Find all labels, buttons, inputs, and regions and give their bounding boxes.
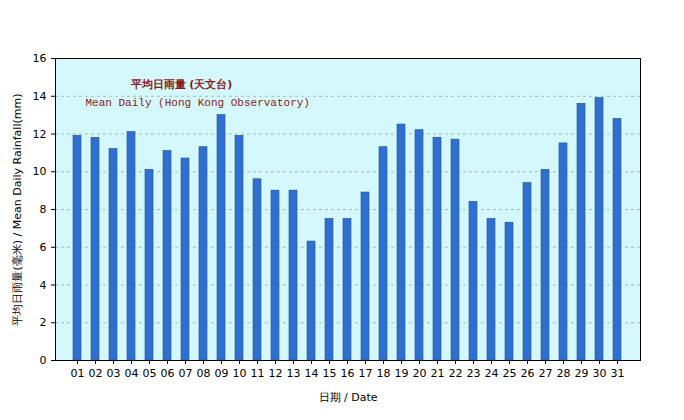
svg-text:01: 01: [71, 367, 85, 380]
svg-text:15: 15: [323, 367, 337, 380]
svg-text:08: 08: [197, 367, 211, 380]
svg-text:4: 4: [40, 279, 47, 292]
svg-text:07: 07: [179, 367, 193, 380]
svg-text:14: 14: [305, 367, 319, 380]
svg-text:29: 29: [575, 367, 589, 380]
svg-text:25: 25: [503, 367, 517, 380]
svg-text:21: 21: [431, 367, 445, 380]
svg-text:04: 04: [125, 367, 139, 380]
svg-text:20: 20: [413, 367, 427, 380]
svg-text:6: 6: [40, 241, 47, 254]
svg-text:10: 10: [233, 367, 247, 380]
svg-text:23: 23: [467, 367, 481, 380]
svg-text:05: 05: [143, 367, 157, 380]
svg-text:0: 0: [40, 354, 47, 367]
svg-text:17: 17: [359, 367, 373, 380]
svg-text:28: 28: [557, 367, 571, 380]
svg-text:18: 18: [377, 367, 391, 380]
svg-text:12: 12: [33, 128, 47, 141]
svg-text:12: 12: [269, 367, 283, 380]
svg-text:27: 27: [539, 367, 553, 380]
svg-text:14: 14: [33, 90, 47, 103]
svg-text:06: 06: [161, 367, 175, 380]
svg-text:10: 10: [33, 165, 47, 178]
svg-text:Mean Daily (Hong Kong Observat: Mean Daily (Hong Kong Observatory): [86, 97, 310, 109]
svg-text:24: 24: [485, 367, 499, 380]
svg-text:11: 11: [251, 367, 265, 380]
svg-text:22: 22: [449, 367, 463, 380]
svg-text:19: 19: [395, 367, 409, 380]
svg-text:平均日雨量 (天文台): 平均日雨量 (天文台): [130, 78, 233, 91]
svg-text:8: 8: [40, 203, 47, 216]
svg-text:02: 02: [89, 367, 103, 380]
svg-text:09: 09: [215, 367, 229, 380]
svg-text:16: 16: [341, 367, 355, 380]
svg-text:31: 31: [611, 367, 625, 380]
svg-text:26: 26: [521, 367, 535, 380]
svg-text:30: 30: [593, 367, 607, 380]
svg-text:16: 16: [33, 52, 47, 65]
svg-text:日期 / Date: 日期 / Date: [319, 391, 378, 404]
svg-text:平均日雨量(毫米) / Mean Daily Rainfal: 平均日雨量(毫米) / Mean Daily Rainfall(mm): [11, 94, 24, 326]
svg-text:13: 13: [287, 367, 301, 380]
svg-text:2: 2: [40, 316, 47, 329]
svg-text:03: 03: [107, 367, 121, 380]
